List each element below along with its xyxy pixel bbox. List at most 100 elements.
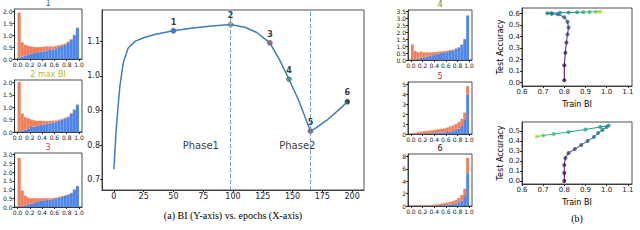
svg-text:0.9: 0.9: [580, 186, 591, 194]
svg-text:1.0: 1.0: [3, 186, 13, 193]
svg-text:0.0: 0.0: [396, 57, 406, 64]
svg-text:1.0: 1.0: [74, 134, 84, 141]
svg-text:2.5: 2.5: [3, 160, 13, 167]
svg-text:0.5: 0.5: [3, 195, 13, 202]
svg-text:1.0: 1.0: [3, 32, 13, 39]
svg-text:1.0: 1.0: [601, 88, 612, 96]
svg-text:0.0: 0.0: [406, 136, 416, 143]
svg-text:0.0: 0.0: [13, 134, 23, 141]
svg-text:0.8: 0.8: [62, 61, 72, 68]
svg-text:(a) BI (Y-axis) vs. epochs (X-: (a) BI (Y-axis) vs. epochs (X-axis): [164, 210, 302, 222]
svg-text:0.0: 0.0: [406, 62, 416, 69]
svg-text:0.4: 0.4: [509, 33, 521, 41]
svg-text:Phase1: Phase1: [183, 140, 219, 151]
svg-text:0.6: 0.6: [516, 88, 528, 96]
svg-text:0.1: 0.1: [509, 167, 520, 175]
svg-text:1: 1: [45, 0, 50, 8]
svg-text:3.0: 3.0: [3, 151, 13, 158]
svg-text:0.6: 0.6: [441, 136, 451, 143]
svg-text:2.0: 2.0: [3, 8, 13, 15]
svg-text:0.2: 0.2: [25, 61, 35, 68]
svg-text:1.0: 1.0: [74, 61, 84, 68]
svg-text:5: 5: [437, 72, 442, 81]
svg-text:Train BI: Train BI: [561, 100, 592, 109]
svg-text:0.0: 0.0: [406, 208, 416, 215]
svg-text:2 max BI: 2 max BI: [30, 70, 65, 79]
svg-text:1.0: 1.0: [601, 186, 612, 194]
svg-text:0.7: 0.7: [538, 186, 549, 194]
svg-text:0.8: 0.8: [62, 209, 72, 216]
svg-text:0.0: 0.0: [509, 177, 520, 185]
svg-text:0.9: 0.9: [580, 88, 591, 96]
svg-text:0.6: 0.6: [509, 10, 521, 18]
svg-text:1.5: 1.5: [3, 20, 13, 27]
svg-text:0.6: 0.6: [441, 208, 451, 215]
svg-text:0.4: 0.4: [509, 137, 521, 145]
svg-text:3: 3: [267, 30, 273, 39]
svg-text:Train BI: Train BI: [561, 198, 592, 207]
svg-text:0.9: 0.9: [87, 106, 100, 115]
svg-text:1.5: 1.5: [3, 91, 13, 98]
svg-text:0.6: 0.6: [50, 134, 60, 141]
svg-text:0.8: 0.8: [559, 88, 570, 96]
svg-text:1.0: 1.0: [464, 136, 474, 143]
svg-text:1.5: 1.5: [3, 177, 13, 184]
svg-text:100: 100: [225, 192, 240, 201]
svg-text:6: 6: [437, 144, 442, 153]
svg-text:3: 3: [402, 101, 406, 108]
svg-text:0.0: 0.0: [3, 204, 13, 211]
svg-text:1.0: 1.0: [396, 43, 406, 50]
svg-text:0.8: 0.8: [453, 136, 463, 143]
svg-text:0.7: 0.7: [538, 88, 549, 96]
svg-text:0.2: 0.2: [418, 136, 428, 143]
svg-text:0.0: 0.0: [3, 129, 13, 136]
svg-text:0.6: 0.6: [516, 186, 528, 194]
svg-text:5: 5: [402, 81, 406, 88]
svg-text:2.0: 2.0: [3, 79, 13, 86]
svg-text:50: 50: [168, 192, 178, 201]
svg-text:4: 4: [402, 178, 406, 185]
svg-text:Phase2: Phase2: [279, 140, 315, 151]
svg-text:(b): (b): [571, 213, 583, 225]
svg-text:0.2: 0.2: [418, 62, 428, 69]
svg-text:0.0: 0.0: [3, 56, 13, 63]
svg-text:0.5: 0.5: [396, 50, 406, 57]
svg-text:1.1: 1.1: [87, 37, 100, 46]
svg-text:0.7: 0.7: [87, 175, 100, 184]
svg-text:0.2: 0.2: [25, 134, 35, 141]
svg-text:1.0: 1.0: [464, 62, 474, 69]
svg-text:150: 150: [285, 192, 300, 201]
svg-text:1: 1: [402, 121, 406, 128]
svg-text:0.2: 0.2: [418, 208, 428, 215]
svg-text:6: 6: [402, 165, 406, 172]
svg-text:3: 3: [45, 143, 50, 152]
svg-text:0.8: 0.8: [559, 186, 570, 194]
svg-text:1.0: 1.0: [3, 104, 13, 111]
svg-text:0.8: 0.8: [453, 208, 463, 215]
svg-text:1.5: 1.5: [396, 36, 406, 43]
svg-text:0.0: 0.0: [13, 61, 23, 68]
svg-text:200: 200: [344, 192, 359, 201]
svg-text:0.8: 0.8: [62, 134, 72, 141]
svg-text:0.4: 0.4: [37, 134, 47, 141]
svg-text:2.0: 2.0: [3, 169, 13, 176]
svg-text:1.0: 1.0: [74, 209, 84, 216]
svg-text:0.6: 0.6: [50, 61, 60, 68]
svg-text:0.2: 0.2: [509, 56, 520, 64]
svg-text:0.4: 0.4: [37, 61, 47, 68]
svg-text:4: 4: [402, 91, 406, 98]
svg-text:0.0: 0.0: [509, 79, 520, 87]
svg-text:1: 1: [171, 18, 177, 27]
svg-text:1.0: 1.0: [87, 71, 100, 80]
svg-text:8: 8: [402, 153, 406, 160]
svg-text:0.5: 0.5: [3, 44, 13, 51]
svg-text:75: 75: [198, 192, 208, 201]
svg-text:0.8: 0.8: [453, 62, 463, 69]
svg-text:4: 4: [437, 0, 442, 9]
svg-text:2.0: 2.0: [396, 29, 406, 36]
svg-text:0.5: 0.5: [509, 21, 520, 29]
svg-text:1.1: 1.1: [622, 88, 633, 96]
svg-text:175: 175: [315, 192, 330, 201]
svg-text:0.3: 0.3: [509, 44, 520, 52]
svg-text:0.2: 0.2: [509, 157, 520, 165]
